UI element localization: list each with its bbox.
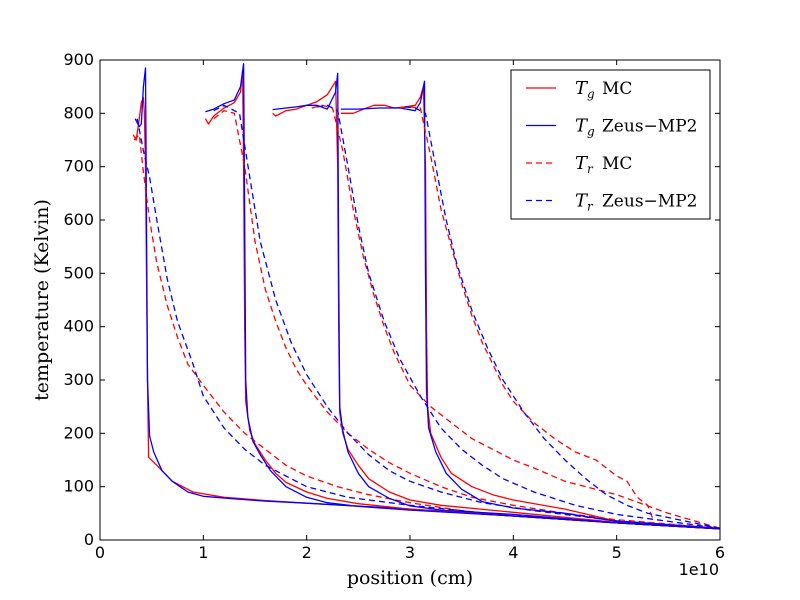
x-tick-label: 0 [95, 543, 105, 562]
y-tick-label: 0 [84, 530, 94, 549]
series-line-15 [399, 106, 654, 519]
x-tick-label: 3 [405, 543, 415, 562]
legend-sub-1: g [587, 87, 595, 101]
legend-label-1: MC [602, 79, 632, 99]
legend-var-4: T [575, 191, 589, 212]
x-tick-label: 5 [612, 543, 622, 562]
y-tick-label: 300 [63, 370, 94, 389]
series-line-10 [272, 72, 721, 530]
legend-box [510, 69, 711, 220]
legend-label-2: Zeus−MP2 [602, 117, 697, 137]
series-line-6 [205, 63, 721, 530]
y-tick-label: 500 [63, 263, 94, 282]
y-axis-label: temperature (Kelvin) [31, 199, 53, 401]
y-tick-label: 700 [63, 157, 94, 176]
y-tick-label: 600 [63, 210, 94, 229]
legend-label-3: MC [602, 154, 632, 174]
x-tick-label: 2 [302, 543, 312, 562]
y-tick-label: 800 [63, 103, 94, 122]
x-axis-label: position (cm) [347, 567, 473, 589]
series-line-3 [133, 134, 721, 529]
series-line-7 [213, 110, 721, 529]
legend-sub-4: r [587, 200, 594, 214]
x-tick-label: 1 [198, 543, 208, 562]
y-tick-label: 200 [63, 423, 94, 442]
series-line-9 [272, 80, 721, 530]
legend-label-4: Zeus−MP2 [602, 192, 697, 212]
series-line-2 [134, 67, 721, 530]
series-line-12 [316, 104, 721, 529]
x-offset-text: 1e10 [679, 560, 719, 579]
ticks-layer: 0 1 2 3 4 5 6 0 100 200 300 400 500 600 700 800 900 [63, 50, 725, 562]
y-tick-label: 400 [63, 317, 94, 336]
x-tick-label: 6 [715, 543, 725, 562]
legend-sub-2: g [587, 125, 595, 139]
series-line-14 [340, 80, 721, 530]
legend-sub-3: r [587, 162, 594, 176]
y-tick-label: 100 [63, 477, 94, 496]
series-line-4 [136, 118, 721, 530]
y-tick-label: 900 [63, 50, 94, 69]
x-tick-label: 4 [508, 543, 518, 562]
legend-var-2: T [575, 116, 589, 137]
legend-var-1: T [575, 78, 589, 99]
series-line-16 [404, 106, 721, 529]
series-layer [132, 63, 721, 530]
legend-var-3: T [575, 153, 589, 174]
